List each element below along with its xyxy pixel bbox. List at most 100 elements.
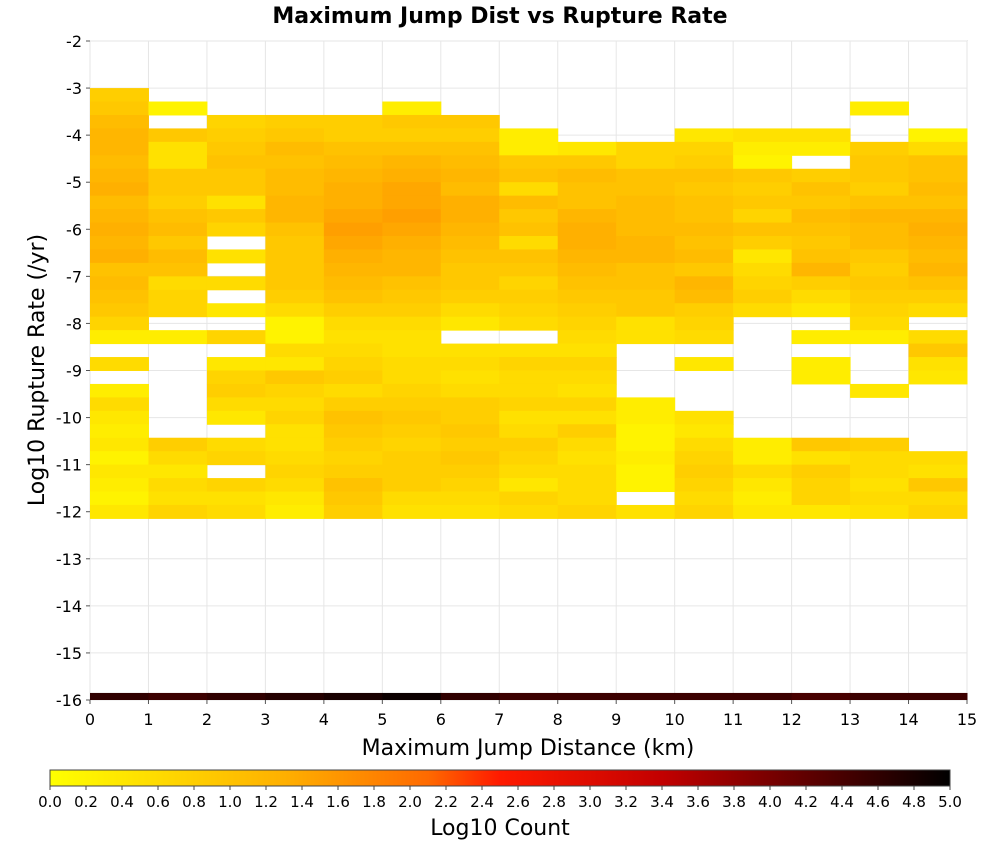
heatmap-cell — [908, 128, 968, 143]
heatmap-cell — [440, 437, 500, 452]
heatmap-cell — [557, 370, 617, 385]
colorbar-tick-label: 1.8 — [362, 793, 386, 811]
heatmap-cell — [382, 101, 442, 116]
heatmap-cell — [674, 357, 734, 371]
heatmap-cell — [440, 303, 500, 318]
heatmap-cell — [148, 303, 208, 318]
heatmap-cell — [499, 155, 559, 170]
heatmap-cell — [382, 397, 442, 412]
heatmap-cell — [908, 249, 968, 264]
heatmap-cell — [908, 357, 968, 371]
heatmap-cell — [323, 155, 383, 170]
heatmap-cell — [908, 451, 968, 466]
heatmap-cell — [90, 397, 149, 412]
heatmap-cell — [908, 478, 968, 493]
y-tick-label: -15 — [56, 644, 82, 663]
heatmap-cell — [440, 209, 500, 224]
y-tick-label: -5 — [66, 173, 82, 192]
heatmap-cell — [382, 504, 442, 519]
heatmap-cells — [90, 88, 968, 519]
heatmap-cell — [499, 451, 559, 466]
heatmap-cell — [323, 357, 383, 371]
colorbar-tick-label: 1.2 — [254, 793, 278, 811]
colorbar-tick-label: 1.6 — [326, 793, 350, 811]
heatmap-cell — [616, 478, 676, 493]
heatmap-cell — [90, 464, 149, 479]
heatmap-cell — [499, 464, 559, 479]
heatmap-cell — [382, 114, 442, 129]
heatmap-cell — [148, 195, 208, 210]
heatmap-cell — [323, 222, 383, 237]
heatmap-cell — [265, 491, 325, 506]
heatmap-cell — [791, 491, 851, 506]
heatmap-cell — [148, 155, 208, 170]
heatmap-cell — [323, 128, 383, 143]
heatmap-cell — [733, 249, 793, 264]
y-tick-label: -6 — [66, 220, 82, 239]
heatmap-cell — [148, 101, 208, 116]
heatmap-cell — [733, 182, 793, 197]
colorbar-tick-label: 2.0 — [398, 793, 422, 811]
heatmap-cell — [733, 195, 793, 210]
heatmap-cell — [382, 370, 442, 385]
heatmap-cell — [265, 222, 325, 237]
heatmap-cell — [323, 303, 383, 318]
heatmap-cell — [557, 141, 617, 156]
heatmap-cell — [908, 330, 968, 345]
heatmap-cell — [616, 155, 676, 170]
heatmap-cell — [791, 222, 851, 237]
colorbar-tick-label: 1.4 — [290, 793, 314, 811]
heatmap-cell — [90, 141, 149, 156]
heatmap-cell — [90, 262, 149, 277]
heatmap-cell — [557, 155, 617, 170]
y-axis-ticks: -2 -3 -4 -5 -6 -7 -8 -9 -10 -11 -12 -13 -14 -15 -16 — [56, 32, 90, 710]
heatmap-cell — [499, 491, 559, 506]
heatmap-cell — [206, 478, 266, 493]
heatmap-cell — [557, 195, 617, 210]
heatmap-cell — [557, 491, 617, 506]
heatmap-cell — [323, 370, 383, 385]
y-tick-label: -9 — [66, 362, 82, 381]
colorbar-tick-label: 0.6 — [146, 793, 170, 811]
heatmap-cell — [674, 303, 734, 318]
heatmap-cell — [791, 168, 851, 183]
heatmap-cell — [674, 451, 734, 466]
heatmap-cell — [90, 303, 149, 318]
heatmap-cell — [733, 222, 793, 237]
heatmap-cell — [850, 491, 910, 506]
band-cell — [908, 692, 968, 700]
heatmap-cell — [323, 141, 383, 156]
colorbar-tick-label: 4.4 — [830, 793, 854, 811]
colorbar-tick-label: 3.6 — [686, 793, 710, 811]
heatmap-cell — [616, 397, 676, 412]
heatmap-cell — [733, 155, 793, 170]
heatmap-cell — [557, 343, 617, 358]
heatmap-cell — [674, 155, 734, 170]
heatmap-cell — [90, 195, 149, 210]
heatmap-cell — [908, 168, 968, 183]
heatmap-cell — [323, 276, 383, 291]
band-cell — [323, 692, 383, 700]
heatmap-cell — [674, 289, 734, 304]
heatmap-cell — [265, 155, 325, 170]
heatmap-cell — [850, 168, 910, 183]
heatmap-cell — [90, 289, 149, 304]
heatmap-cell — [265, 236, 325, 250]
heatmap-cell — [616, 209, 676, 224]
colorbar-tick-label: 0.4 — [110, 793, 134, 811]
heatmap-cell — [908, 491, 968, 506]
heatmap-cell — [206, 397, 266, 412]
heatmap-cell — [733, 491, 793, 506]
y-axis-label: Log10 Rupture Rate (/yr) — [25, 234, 50, 506]
heatmap-cell — [499, 303, 559, 318]
heatmap-cell — [382, 464, 442, 479]
heatmap-cell — [850, 451, 910, 466]
heatmap-cell — [499, 209, 559, 224]
heatmap-cell — [148, 276, 208, 291]
x-tick-label: 7 — [494, 710, 504, 729]
heatmap-cell — [499, 182, 559, 197]
heatmap-cell — [206, 209, 266, 224]
x-tick-label: 3 — [260, 710, 270, 729]
heatmap-cell — [90, 88, 149, 103]
heatmap-cell — [323, 209, 383, 224]
